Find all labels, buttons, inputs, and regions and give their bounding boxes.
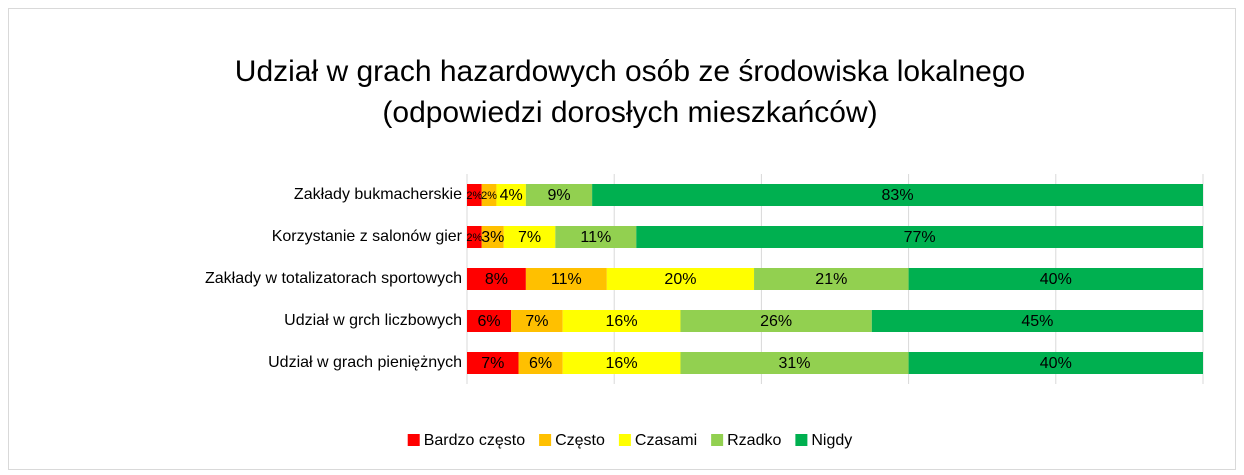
bar-segment — [481, 184, 497, 206]
legend-swatch — [618, 434, 631, 446]
data-label: 45% — [1021, 313, 1053, 330]
data-label: 7% — [525, 313, 548, 330]
data-label: 16% — [606, 313, 638, 330]
data-label: 9% — [547, 187, 570, 204]
data-label: 31% — [779, 355, 811, 372]
category-label: Zakłady w totalizatorach sportowych — [205, 270, 462, 287]
bar-segment — [503, 226, 556, 248]
bar-segment — [606, 268, 755, 290]
data-label: 21% — [815, 271, 847, 288]
data-label: 2% — [466, 190, 482, 202]
bar-segment — [908, 352, 1203, 374]
data-label: 2% — [481, 190, 497, 202]
bar-segment — [592, 184, 1203, 206]
category-label: Udział w grch liczbowych — [284, 312, 462, 329]
legend-swatch — [539, 434, 552, 446]
bar-segment — [467, 184, 482, 206]
category-label: Zakłady bukmacherskie — [294, 186, 462, 203]
legend-swatch — [795, 434, 808, 446]
bar-segment — [525, 268, 607, 290]
bar-segment — [467, 226, 482, 248]
data-label: 8% — [485, 271, 508, 288]
bar-segment — [496, 184, 526, 206]
data-label: 11% — [580, 229, 611, 246]
legend-label: Rzadko — [727, 432, 781, 449]
data-label: 6% — [529, 355, 552, 372]
bar-segment — [481, 226, 504, 248]
category-label: Korzystanie z salonów gier — [272, 228, 463, 245]
bar-segment — [518, 352, 563, 374]
legend-swatch — [407, 434, 420, 446]
data-label: 40% — [1040, 271, 1072, 288]
bar-segment — [555, 226, 637, 248]
data-label: 77% — [904, 229, 936, 246]
data-label: 11% — [551, 271, 582, 288]
bar-segment — [636, 226, 1203, 248]
data-label: 2% — [466, 232, 482, 244]
bar-segment — [467, 352, 519, 374]
data-label: 6% — [478, 313, 501, 330]
data-label: 20% — [664, 271, 696, 288]
data-label: 16% — [606, 355, 638, 372]
legend-label: Nigdy — [811, 432, 852, 449]
bar-segment — [562, 310, 681, 332]
bar-segment — [908, 268, 1203, 290]
bar-segment — [680, 352, 909, 374]
chart-title: (odpowiedzi dorosłych mieszkańców) — [382, 96, 877, 129]
data-label: 4% — [500, 187, 523, 204]
bar-segment — [754, 268, 909, 290]
data-label: 40% — [1040, 355, 1072, 372]
bar-segment — [467, 310, 512, 332]
bar-segment — [871, 310, 1203, 332]
data-label: 7% — [518, 229, 541, 246]
legend-label: Bardzo często — [424, 432, 525, 449]
bar-segment — [467, 268, 526, 290]
bar-segment — [511, 310, 563, 332]
bar-segment — [562, 352, 681, 374]
data-label: 26% — [760, 313, 792, 330]
legend-label: Często — [555, 432, 605, 449]
data-label: 7% — [481, 355, 504, 372]
data-label: 83% — [882, 187, 914, 204]
bar-segment — [525, 184, 593, 206]
bar-segment — [680, 310, 872, 332]
chart-title: Udział w grach hazardowych osób ze środo… — [235, 55, 1025, 88]
category-label: Udział w grach pieniężnych — [268, 354, 462, 371]
legend-swatch — [711, 434, 724, 446]
legend-label: Czasami — [635, 432, 697, 449]
data-label: 3% — [481, 229, 504, 246]
